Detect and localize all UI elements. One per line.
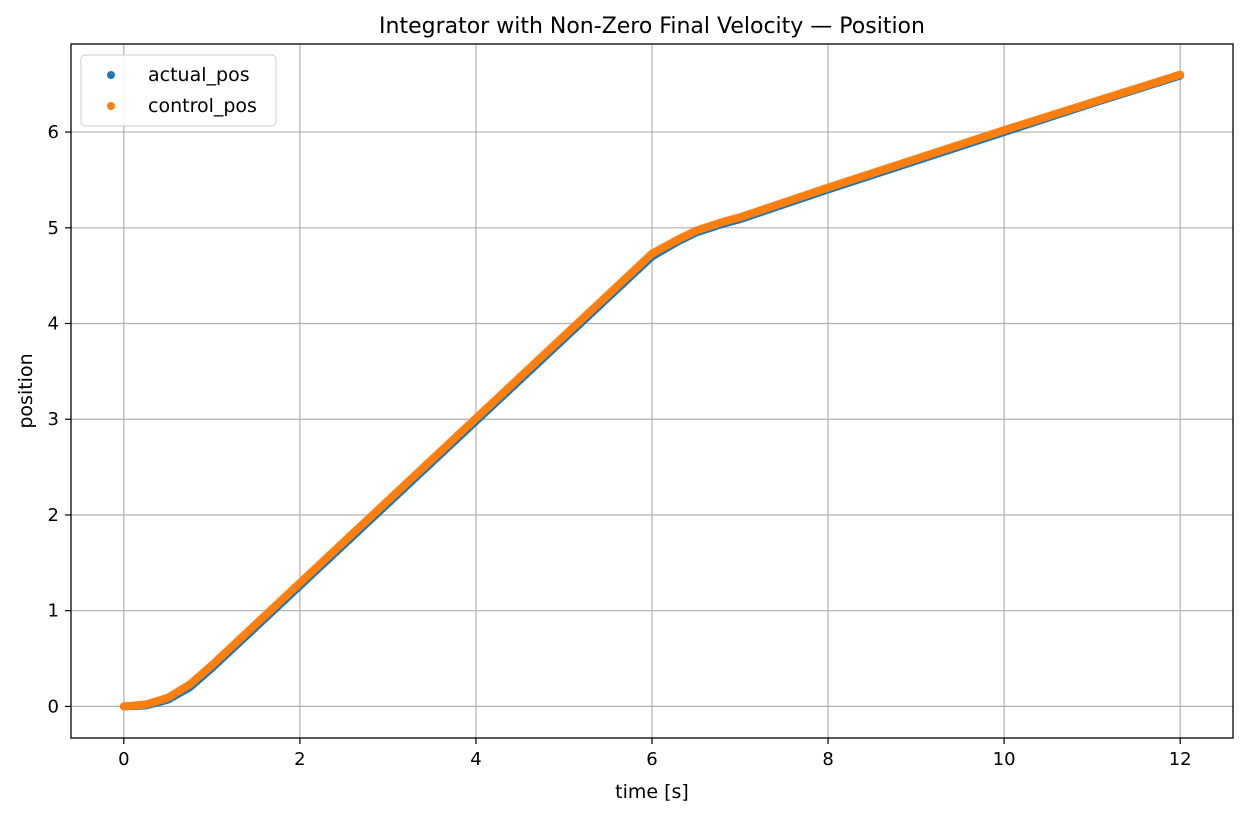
series-control-pos: [119, 70, 1185, 711]
grid-lines: [71, 44, 1233, 738]
x-axis-label: time [s]: [615, 781, 689, 803]
chart-title: Integrator with Non-Zero Final Velocity …: [379, 14, 925, 39]
x-tick-label: 0: [118, 749, 129, 770]
x-tick-label: 4: [470, 749, 481, 770]
y-tick-label: 3: [48, 409, 59, 430]
legend-marker-actual-pos: [107, 71, 115, 79]
legend-label-actual-pos: actual_pos: [148, 64, 250, 86]
legend-box: [80, 54, 277, 127]
y-tick-label: 5: [48, 218, 59, 239]
x-ticks: 0 2 4 6 8 10 12: [118, 738, 1192, 770]
y-tick-label: 0: [48, 696, 59, 717]
y-tick-label: 4: [48, 314, 59, 335]
y-ticks: 0 1 2 3 4 5 6: [48, 122, 71, 717]
legend-marker-control-pos: [107, 102, 115, 110]
x-tick-label: 8: [822, 749, 833, 770]
x-tick-label: 12: [1169, 749, 1192, 770]
y-tick-label: 2: [48, 505, 59, 526]
x-tick-label: 10: [993, 749, 1016, 770]
y-axis-label: position: [15, 353, 37, 428]
x-tick-label: 6: [646, 749, 657, 770]
legend: actual_pos control_pos: [80, 54, 277, 127]
x-tick-label: 2: [294, 749, 305, 770]
y-tick-label: 1: [48, 601, 59, 622]
data-point: [1176, 70, 1185, 79]
legend-label-control-pos: control_pos: [148, 95, 257, 117]
data-series: [119, 70, 1185, 711]
y-tick-label: 6: [48, 122, 59, 143]
